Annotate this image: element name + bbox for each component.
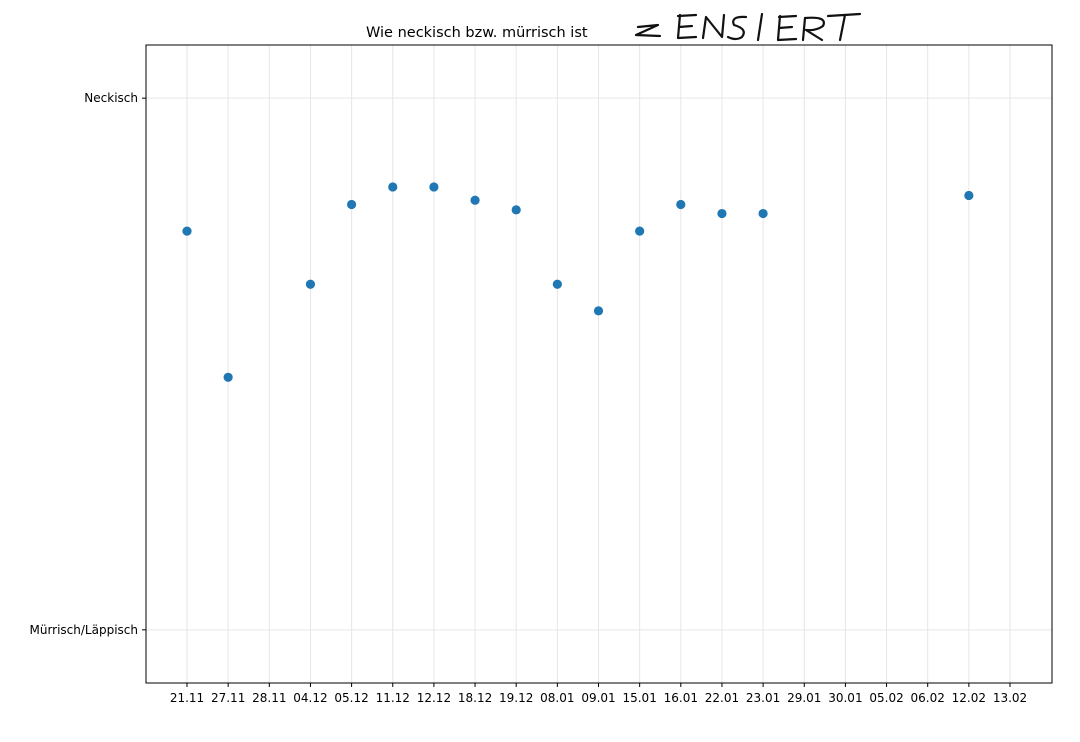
x-tick-label: 23.01 — [746, 691, 780, 705]
data-point — [964, 190, 974, 201]
x-tick-label: 05.12 — [334, 691, 368, 705]
data-point — [182, 226, 192, 236]
y-tick-label: Neckisch — [84, 91, 138, 105]
x-tick-label: 09.01 — [581, 691, 615, 705]
x-tick-label: 12.02 — [952, 691, 986, 705]
data-point — [429, 182, 439, 192]
x-tick-label: 12.12 — [417, 691, 451, 705]
x-tick-label: 22.01 — [705, 691, 739, 705]
data-point — [470, 195, 480, 205]
data-point — [305, 279, 316, 289]
grid-lines — [146, 45, 1052, 683]
data-point — [511, 205, 521, 215]
data-point — [552, 279, 562, 289]
x-tick-label: 11.12 — [376, 691, 410, 705]
x-tick-label: 15.01 — [622, 691, 656, 705]
data-point — [593, 306, 604, 316]
y-tick-label: Mürrisch/Läppisch — [29, 623, 138, 637]
data-point — [347, 199, 357, 210]
x-axis-ticks: 21.11 27.11 28.11 04.12 05.12 11.12 12.12 18.12… — [170, 683, 1027, 705]
x-tick-label: 21.11 — [170, 691, 204, 705]
data-point — [635, 226, 645, 236]
data-point — [223, 372, 233, 382]
plot-border — [145, 44, 1053, 684]
chart-title: Wie neckisch bzw. mürrisch ist — [366, 25, 588, 41]
x-tick-label: 06.02 — [911, 691, 945, 705]
censored-handwritten-mark — [634, 12, 862, 42]
x-tick-label: 16.01 — [664, 691, 698, 705]
x-tick-label: 27.11 — [211, 691, 245, 705]
x-tick-label: 30.01 — [828, 691, 862, 705]
data-point — [717, 208, 727, 219]
data-point — [388, 182, 398, 192]
data-point — [676, 199, 686, 210]
y-axis-ticks: Neckisch Mürrisch/Läppisch — [29, 91, 146, 637]
x-tick-label: 19.12 — [499, 691, 533, 705]
x-tick-label: 08.01 — [540, 691, 574, 705]
data-point — [758, 208, 768, 219]
x-tick-label: 18.12 — [458, 691, 492, 705]
x-tick-label: 05.02 — [869, 691, 903, 705]
x-tick-label: 13.02 — [993, 691, 1027, 705]
chart-title-group: Wie neckisch bzw. mürrisch ist — [366, 12, 862, 42]
x-tick-label: 04.12 — [293, 691, 327, 705]
data-points — [182, 182, 974, 382]
x-tick-label: 29.01 — [787, 691, 821, 705]
x-tick-label: 28.11 — [252, 691, 286, 705]
